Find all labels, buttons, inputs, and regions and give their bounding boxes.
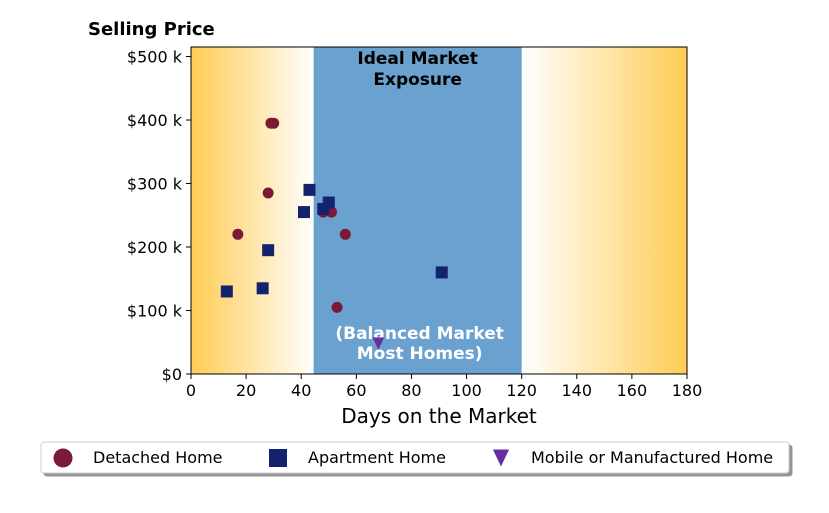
point-apartment-home xyxy=(322,196,335,209)
point-apartment-home xyxy=(303,183,316,196)
point-apartment-home xyxy=(297,206,310,219)
y-tick-label: $0 xyxy=(162,365,182,384)
x-tick-label: 120 xyxy=(506,381,537,400)
y-tick-label: $200 k xyxy=(127,238,183,257)
y-tick-label: $100 k xyxy=(127,302,183,321)
legend: Detached Home Apartment Home Mobile or Man… xyxy=(40,441,790,474)
x-tick-label: 160 xyxy=(617,381,648,400)
x-tick-label: 180 xyxy=(672,381,703,400)
region-label-bottom: Most Homes) xyxy=(357,344,483,364)
y-tick-label: $500 k xyxy=(127,48,183,67)
y-tick-label: $400 k xyxy=(127,111,183,130)
shaded-region xyxy=(313,47,522,374)
point-detached-home xyxy=(262,187,274,199)
point-apartment-home xyxy=(256,282,269,295)
axes: 0 20 40 60 80 100 120 140 160 180 $0 $100 k $200 k $3… xyxy=(127,46,703,400)
region-label-top: Exposure xyxy=(373,70,462,90)
legend-label: Mobile or Manufactured Home xyxy=(531,448,773,467)
legend-label: Detached Home xyxy=(93,448,223,467)
y-tick-label: $300 k xyxy=(127,175,183,194)
x-tick-label: 80 xyxy=(401,381,421,400)
point-detached-home xyxy=(232,228,244,240)
plot-frame xyxy=(190,46,688,375)
region-label-bottom: (Balanced Market xyxy=(335,324,504,344)
point-detached-home xyxy=(268,117,280,129)
region-label-top: Ideal Market xyxy=(357,49,478,69)
point-apartment-home xyxy=(220,285,233,298)
x-tick-label: 20 xyxy=(236,381,256,400)
x-axis-label: Days on the Market xyxy=(341,404,537,428)
point-apartment-home xyxy=(435,266,448,279)
x-tick-label: 100 xyxy=(451,381,482,400)
legend-marker xyxy=(53,448,73,468)
point-apartment-home xyxy=(262,244,275,257)
point-detached-home xyxy=(339,228,351,240)
legend-box xyxy=(40,441,790,474)
x-tick-label: 140 xyxy=(562,381,593,400)
chart-title: Selling Price xyxy=(88,19,215,40)
x-tick-label: 40 xyxy=(291,381,311,400)
x-tick-label: 60 xyxy=(346,381,366,400)
legend-label: Apartment Home xyxy=(308,448,446,467)
legend-marker xyxy=(269,449,287,467)
point-mobile-home xyxy=(372,337,385,350)
legend-marker xyxy=(492,449,510,467)
data-points xyxy=(220,117,448,350)
gradient-right xyxy=(521,47,687,374)
x-tick-label: 0 xyxy=(186,381,196,400)
gradient-left xyxy=(191,47,315,374)
point-detached-home xyxy=(331,301,343,313)
